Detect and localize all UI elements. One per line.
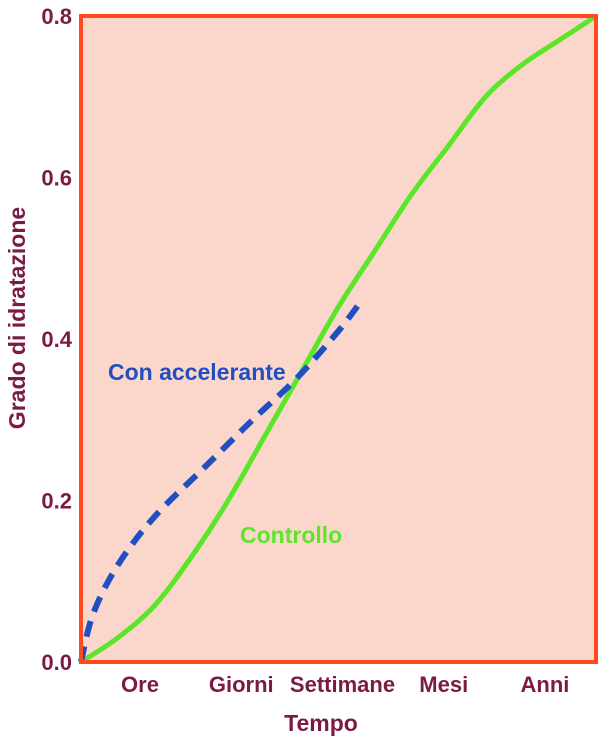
x-tick-label: Settimane xyxy=(290,672,395,697)
x-tick-label: Giorni xyxy=(209,672,274,697)
y-tick-label: 0.0 xyxy=(41,650,72,675)
plot-frame xyxy=(79,14,598,664)
series-line-con-accelerante xyxy=(78,296,366,663)
y-tick-label: 0.8 xyxy=(41,4,72,29)
y-tick-labels: 0.0 0.2 0.4 0.6 0.8 xyxy=(41,4,72,675)
x-tick-labels: Ore Giorni Settimane Mesi Anni xyxy=(121,672,569,697)
plot-background xyxy=(81,16,596,662)
y-tick-label: 0.2 xyxy=(41,489,72,514)
series-label-con-accelerante: Con accelerante xyxy=(108,359,286,385)
y-tick-label: 0.4 xyxy=(41,327,72,352)
series-layer xyxy=(78,13,598,665)
y-axis-title: Grado di idratazione xyxy=(4,207,30,429)
x-tick-label: Mesi xyxy=(419,672,468,697)
series-label-controllo: Controllo xyxy=(240,522,342,548)
series-line-controllo xyxy=(79,13,598,665)
x-tick-label: Ore xyxy=(121,672,159,697)
x-tick-label: Anni xyxy=(521,672,570,697)
x-axis-title: Tempo xyxy=(284,710,358,736)
y-tick-label: 0.6 xyxy=(41,166,72,191)
